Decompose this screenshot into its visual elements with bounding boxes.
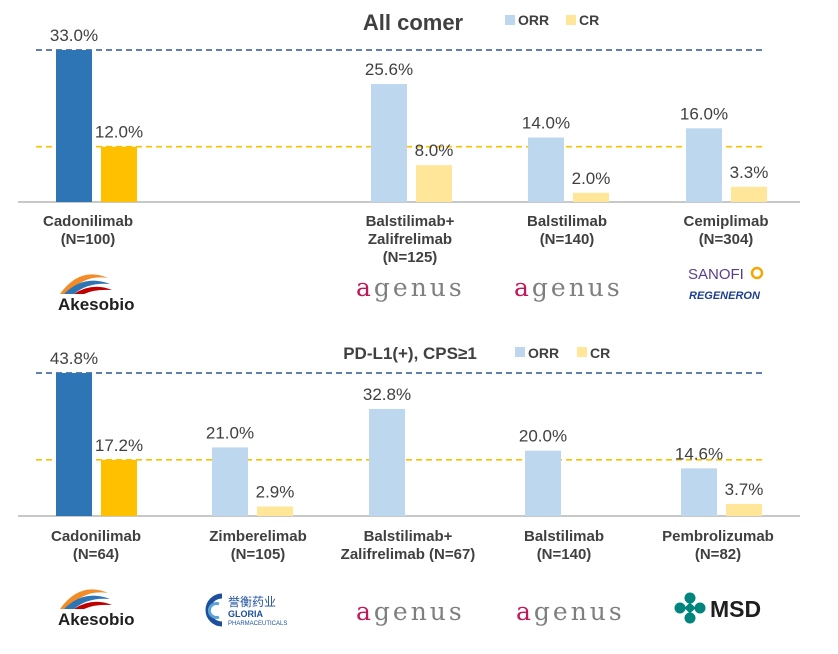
legend-swatch-cr [577, 347, 587, 357]
category-label: Zalifrelimab (N=67) [341, 546, 476, 563]
bar-cr [731, 186, 767, 202]
msd-mark-dot [674, 602, 686, 614]
msd-wordmark: MSD [710, 596, 761, 622]
category-label: Zimberelimab [209, 528, 307, 545]
akesobio-wordmark: Akesobio [58, 610, 135, 629]
category-label: Cemiplimab [683, 213, 768, 230]
category-label: (N=125) [383, 249, 438, 266]
agenus-logo: agenus [514, 273, 623, 302]
legend-swatch-orr [505, 15, 515, 25]
data-label-orr: 21.0% [206, 423, 254, 442]
msd-mark-dot [684, 592, 696, 604]
sanofi-wordmark: SANOFI [688, 266, 744, 283]
legend-swatch-orr [515, 347, 525, 357]
bar-orr [681, 468, 717, 516]
data-label-cr: 2.0% [572, 169, 611, 188]
data-label-cr: 8.0% [415, 141, 454, 160]
legend-label-orr: ORR [528, 345, 559, 361]
agenus-wordmark: agenus [514, 273, 623, 302]
bar-orr [528, 137, 564, 202]
bar-orr [56, 50, 92, 202]
data-label-orr: 33.0% [50, 26, 98, 45]
bar-orr [56, 373, 92, 516]
gloria-subname: PHARMACEUTICALS [228, 621, 287, 627]
data-label-cr: 3.3% [730, 163, 769, 182]
bar-cr [726, 503, 762, 516]
legend-label-orr: ORR [518, 12, 549, 28]
msd-logo: MSD [674, 592, 761, 624]
category-label: (N=140) [540, 231, 595, 248]
category-label: Zalifrelimab [368, 231, 452, 248]
legend-label-cr: CR [590, 345, 610, 361]
bar-cr [257, 506, 293, 516]
bar-cr [573, 192, 609, 202]
akesobio-logo: Akesobio [58, 274, 135, 314]
category-label: (N=304) [699, 231, 754, 248]
data-label-orr: 14.6% [675, 444, 723, 463]
msd-mark-center [684, 602, 696, 614]
gloria-chinese: 誉衡药业 [228, 595, 276, 609]
bar-orr [686, 128, 722, 202]
category-label: (N=140) [537, 546, 592, 563]
data-label-orr: 32.8% [363, 385, 411, 404]
bar-orr [525, 450, 561, 516]
category-label: (N=105) [231, 546, 286, 563]
legend-swatch-cr [566, 15, 576, 25]
agenus-wordmark: agenus [356, 597, 465, 626]
chart-title: All comer [363, 10, 464, 35]
category-label: Balstilimab+ [366, 213, 455, 230]
bar-cr [101, 459, 137, 516]
agenus-logo: agenus [356, 273, 465, 302]
agenus-logo: agenus [356, 597, 465, 626]
akesobio-logo: Akesobio [58, 589, 135, 629]
gloria-name: GLORIA [228, 609, 263, 619]
agenus-wordmark: agenus [516, 597, 625, 626]
agenus-wordmark: agenus [356, 273, 465, 302]
category-label: Balstilimab [524, 528, 604, 545]
bar-cr [101, 146, 137, 202]
akesobio-mark-stripe [74, 601, 112, 609]
panel-pd-l1-positive: PD-L1(+), CPS≥1 ORR CR 43.8% 21.0% 32.8% 20… [18, 344, 800, 563]
legend-label-cr: CR [579, 12, 599, 28]
regeneron-wordmark: REGENERON [689, 290, 761, 302]
category-label: (N=100) [61, 231, 116, 248]
category-label: Cadonilimab [43, 213, 133, 230]
data-label-orr: 25.6% [365, 60, 413, 79]
msd-mark-dot [694, 602, 706, 614]
msd-mark-icon [674, 592, 706, 624]
agenus-logo: agenus [516, 597, 625, 626]
data-label-orr: 43.8% [50, 349, 98, 368]
gloria-logo: 誉衡药业 GLORIA PHARMACEUTICALS [205, 593, 287, 627]
akesobio-mark-stripe [64, 280, 110, 294]
category-label: (N=82) [695, 546, 741, 563]
sanofi-regeneron-logo: SANOFI REGENERON [688, 266, 764, 302]
chart-title: PD-L1(+), CPS≥1 [343, 344, 477, 363]
category-label: (N=64) [73, 546, 119, 563]
data-label-orr: 16.0% [680, 104, 728, 123]
data-label-orr: 20.0% [519, 427, 567, 446]
bar-cr [416, 165, 452, 202]
msd-mark-dot [684, 612, 696, 624]
bar-orr [212, 447, 248, 516]
akesobio-mark-stripe [74, 286, 112, 294]
category-label: Balstilimab+ [364, 528, 453, 545]
category-label: Cadonilimab [51, 528, 141, 545]
data-label-cr: 3.7% [725, 480, 764, 499]
panel-all-comer: All comer ORR CR 33.0% 25.6% 14.0% 16.0% 12.… [18, 10, 800, 266]
category-label: Pembrolizumab [662, 528, 774, 545]
category-label: Balstilimab [527, 213, 607, 230]
data-label-cr: 17.2% [95, 436, 143, 455]
akesobio-wordmark: Akesobio [58, 295, 135, 314]
data-label-orr: 14.0% [522, 114, 570, 133]
bar-orr [369, 408, 405, 516]
sanofi-bird-icon [750, 266, 764, 280]
akesobio-mark-stripe [64, 595, 110, 609]
data-label-cr: 2.9% [256, 483, 295, 502]
bar-orr [371, 84, 407, 202]
data-label-cr: 12.0% [95, 123, 143, 142]
gloria-mark-inner [207, 602, 220, 619]
